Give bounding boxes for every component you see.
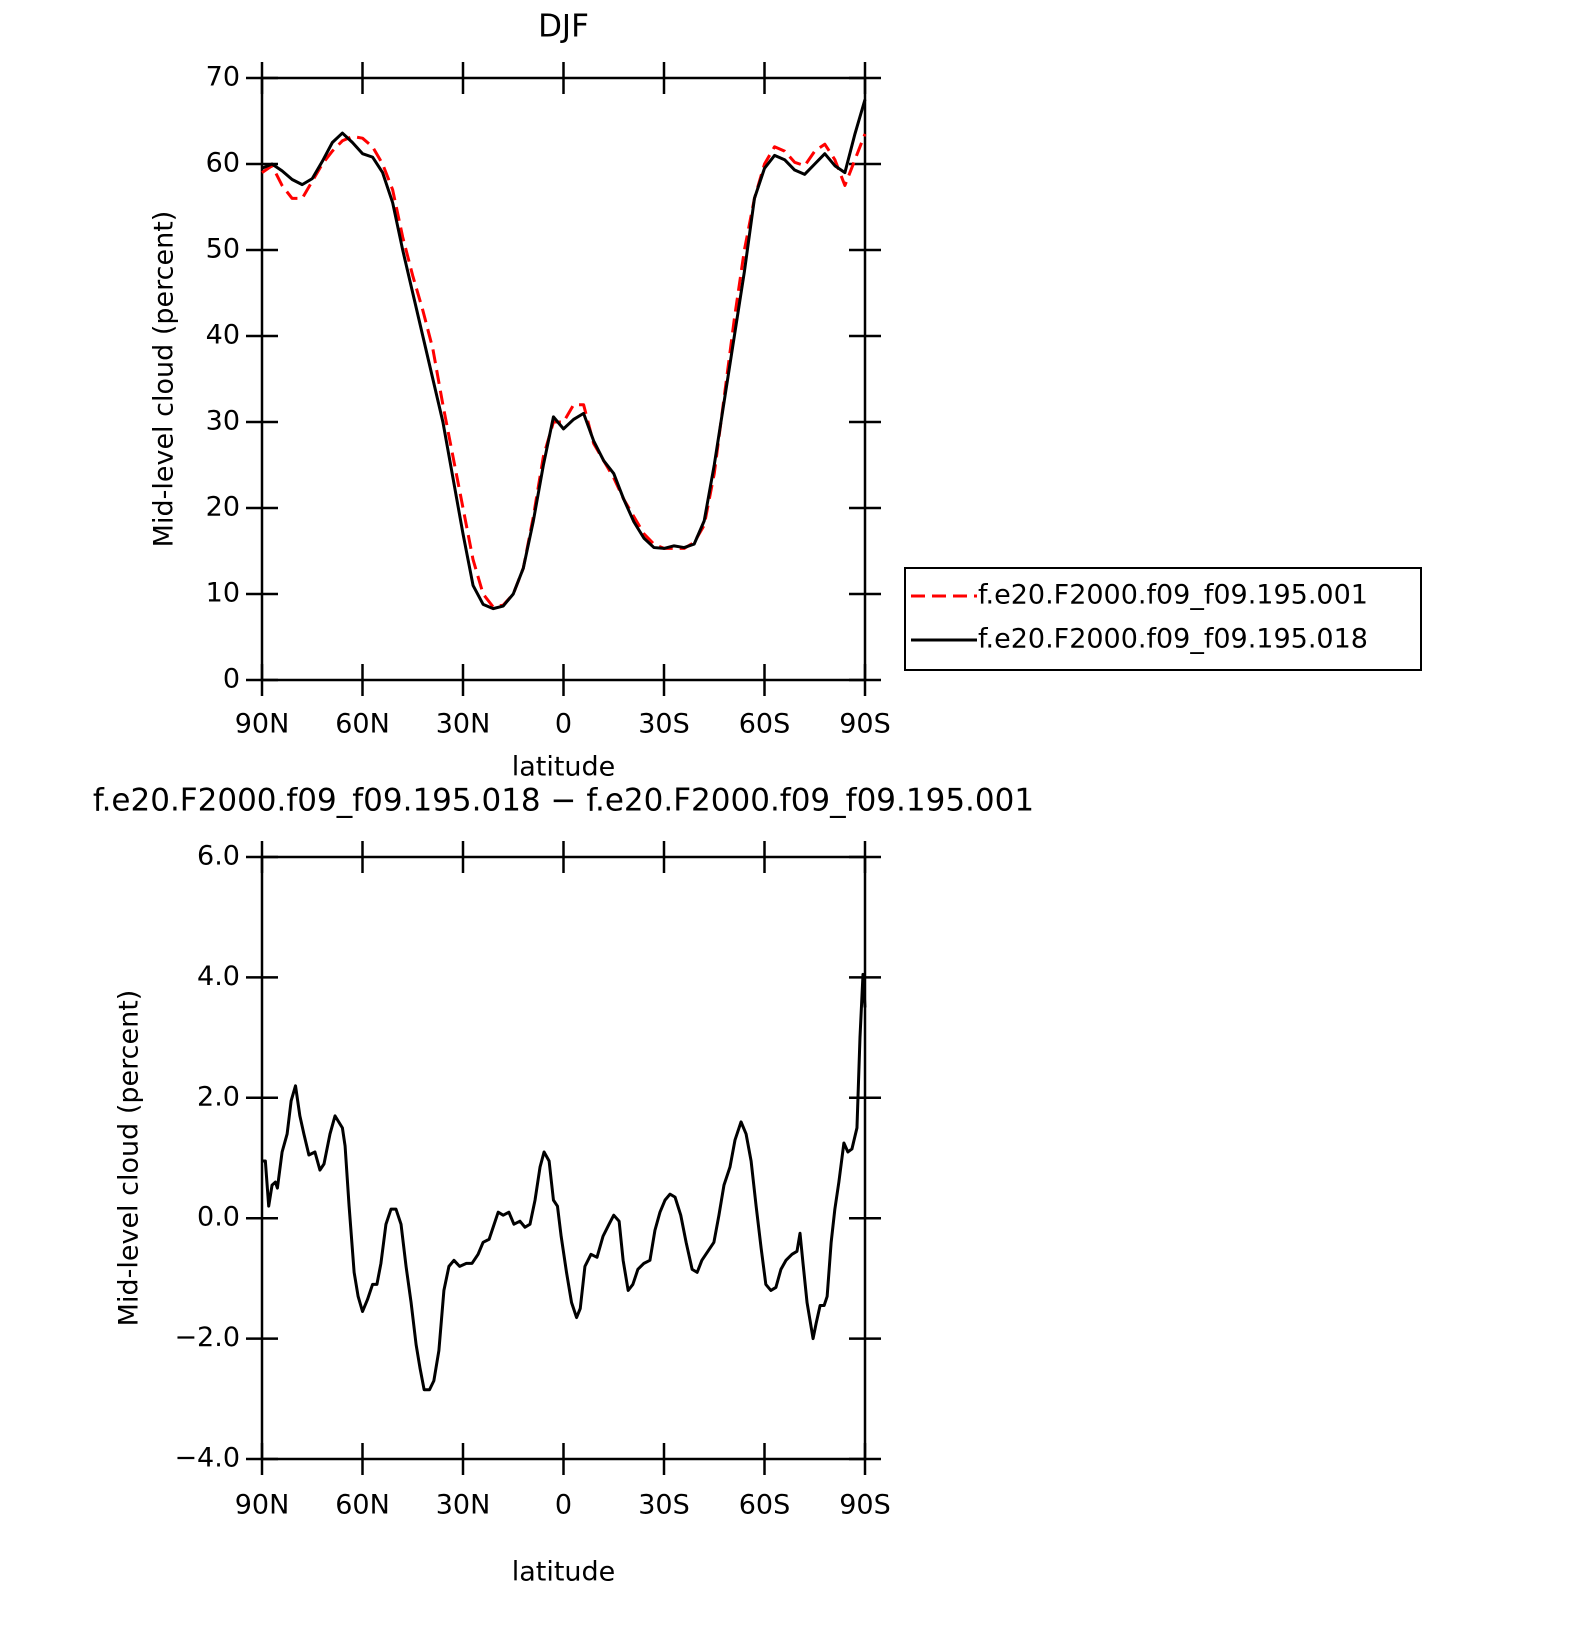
y-tick-label: 4.0 <box>197 961 240 992</box>
y-tick-label: 60 <box>206 148 240 179</box>
y-tick-label: 10 <box>206 578 240 609</box>
y-tick-label: 40 <box>206 320 240 351</box>
panel: 0 10 20 30 40 50 60 70 90N 60N 30N 0 30S 60S 90S DJF lat… <box>149 9 1422 783</box>
x-tick-label: 30S <box>638 1490 690 1521</box>
x-tick-label: 60N <box>335 1490 390 1521</box>
data-line <box>261 133 867 609</box>
x-tick-label: 90N <box>235 709 290 740</box>
x-axis-label: latitude <box>512 752 616 783</box>
data-line <box>262 972 867 1392</box>
plot-frame <box>260 855 867 1461</box>
y-tick-label: 50 <box>206 234 240 265</box>
x-tick-label: 60S <box>739 709 791 740</box>
y-tick-label: 70 <box>206 62 240 93</box>
chart-title: DJF <box>538 9 589 45</box>
y-tick-label: −2.0 <box>174 1322 240 1353</box>
chart-title: f.e20.F2000.f09_f09.195.018 − f.e20.F200… <box>93 783 1034 819</box>
y-tick-label: 2.0 <box>197 1081 240 1112</box>
x-axis-label: latitude <box>512 1557 616 1588</box>
legend: f.e20.F2000.f09_f09.195.001 f.e20.F2000.f… <box>904 567 1422 671</box>
legend-box <box>904 567 1422 671</box>
x-tick-label: 90S <box>839 709 891 740</box>
x-tick-label: 30N <box>436 1490 491 1521</box>
x-tick-label: 90N <box>235 1490 290 1521</box>
x-tick-label: 30S <box>638 709 690 740</box>
data-line <box>261 99 867 611</box>
x-tick-label: 60S <box>739 1490 791 1521</box>
x-tick-label: 30N <box>436 709 491 740</box>
y-tick-label: 20 <box>206 492 240 523</box>
y-axis-label: Mid-level cloud (percent) <box>149 211 180 548</box>
y-tick-label: 6.0 <box>197 841 240 872</box>
panel: −4.0 −2.0 0.0 2.0 4.0 6.0 90N 60N 30N 0 30S 60S 90S f… <box>93 783 1034 1588</box>
x-tick-label: 0 <box>555 709 572 740</box>
legend-label: f.e20.F2000.f09_f09.195.001 <box>978 580 1368 611</box>
y-tick-label: 0.0 <box>197 1202 240 1233</box>
x-tick-label: 90S <box>839 1490 891 1521</box>
y-axis-label: Mid-level cloud (percent) <box>114 990 145 1327</box>
x-tick-label: 60N <box>335 709 390 740</box>
plot-frame <box>260 76 867 682</box>
x-tick-label: 0 <box>555 1490 572 1521</box>
legend-label: f.e20.F2000.f09_f09.195.018 <box>978 624 1368 655</box>
y-tick-label: 30 <box>206 406 240 437</box>
y-tick-label: −4.0 <box>174 1443 240 1474</box>
y-tick-label: 0 <box>223 664 240 695</box>
